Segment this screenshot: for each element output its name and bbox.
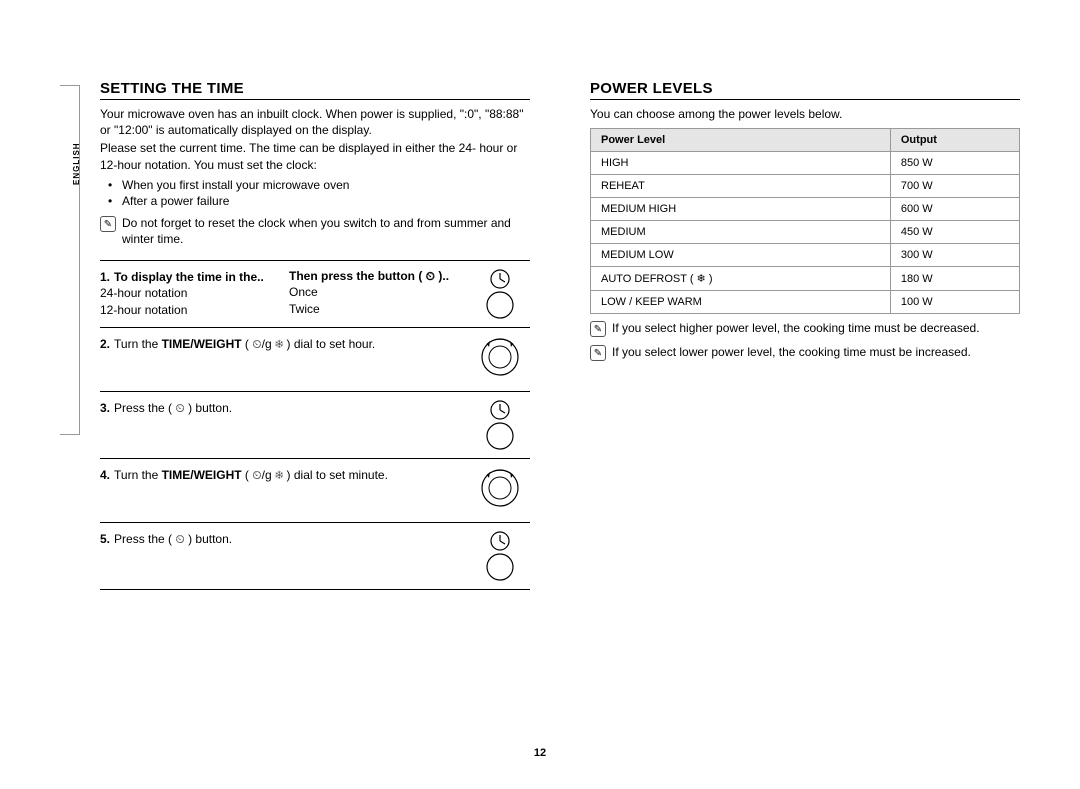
step-1: 1. To display the time in the.. 24-hour n…	[100, 261, 530, 328]
note-lower: If you select lower power level, the coo…	[612, 344, 1020, 360]
step2-bold: TIME/WEIGHT	[162, 337, 242, 351]
page-content: SETTING THE TIME Your microwave oven has…	[0, 0, 1080, 630]
cell-level: MEDIUM LOW	[591, 244, 891, 267]
th-output: Output	[890, 129, 1019, 152]
step-num: 3.	[100, 401, 110, 415]
cell-level: REHEAT	[591, 175, 891, 198]
table-row: LOW / KEEP WARM100 W	[591, 291, 1020, 314]
bullet-item: After a power failure	[122, 193, 530, 209]
step-num: 2.	[100, 337, 110, 351]
page-number: 12	[0, 747, 1080, 759]
note-icon: ✎	[590, 345, 606, 361]
table-row: MEDIUM450 W	[591, 221, 1020, 244]
heading-setting-time: SETTING THE TIME	[100, 80, 530, 100]
note-row: ✎ If you select higher power level, the …	[590, 320, 1020, 338]
cell-level: HIGH	[591, 152, 891, 175]
clock-button-icon	[470, 261, 530, 327]
steps-list: 1. To display the time in the.. 24-hour n…	[100, 260, 530, 590]
step-2: 2. Turn the TIME/WEIGHT ( ⏲/g ❄ ) dial to…	[100, 328, 530, 392]
step-num: 4.	[100, 468, 110, 482]
step-3: 3. Press the ( ⏲ ) button.	[100, 392, 530, 459]
clock-button-icon	[470, 392, 530, 458]
table-row: REHEAT700 W	[591, 175, 1020, 198]
cell-output: 450 W	[890, 221, 1019, 244]
table-row: AUTO DEFROST ( ❄ )180 W	[591, 267, 1020, 291]
table-row: MEDIUM HIGH600 W	[591, 198, 1020, 221]
step1-r2c2: Twice	[289, 301, 466, 318]
step5-text: Press the ( ⏲ ) button.	[114, 532, 232, 546]
step1-r1c1: 24-hour notation	[100, 285, 277, 302]
note-icon: ✎	[100, 216, 116, 232]
right-column: POWER LEVELS You can choose among the po…	[560, 80, 1020, 590]
step-num: 1.	[100, 270, 110, 284]
cell-level: AUTO DEFROST ( ❄ )	[591, 267, 891, 291]
th-power-level: Power Level	[591, 129, 891, 152]
note-icon: ✎	[590, 321, 606, 337]
step1-r1c2: Once	[289, 284, 466, 301]
step1-col2-head: Then press the button ( ⏲ )..	[289, 269, 466, 285]
step4-bold: TIME/WEIGHT	[162, 468, 242, 482]
cell-level: MEDIUM	[591, 221, 891, 244]
bullet-list: When you first install your microwave ov…	[100, 177, 530, 209]
heading-power-levels: POWER LEVELS	[590, 80, 1020, 100]
cell-output: 850 W	[890, 152, 1019, 175]
left-column: SETTING THE TIME Your microwave oven has…	[60, 80, 530, 590]
cell-output: 700 W	[890, 175, 1019, 198]
step-4: 4. Turn the TIME/WEIGHT ( ⏲/g ❄ ) dial to…	[100, 459, 530, 523]
step-5: 5. Press the ( ⏲ ) button.	[100, 523, 530, 590]
clock-button-icon	[470, 523, 530, 589]
cell-level: MEDIUM HIGH	[591, 198, 891, 221]
intro-para-1: Your microwave oven has an inbuilt clock…	[100, 106, 530, 138]
bullet-item: When you first install your microwave ov…	[122, 177, 530, 193]
intro-para-2: Please set the current time. The time ca…	[100, 140, 530, 172]
note-text: Do not forget to reset the clock when yo…	[122, 215, 530, 247]
step-num: 5.	[100, 532, 110, 546]
step4-pre: Turn the	[114, 468, 162, 482]
dial-icon	[470, 328, 530, 386]
cell-output: 180 W	[890, 267, 1019, 291]
step2-pre: Turn the	[114, 337, 162, 351]
cell-output: 100 W	[890, 291, 1019, 314]
cell-output: 300 W	[890, 244, 1019, 267]
dial-icon	[470, 459, 530, 517]
note-row: ✎ If you select lower power level, the c…	[590, 344, 1020, 362]
note-higher: If you select higher power level, the co…	[612, 320, 1020, 336]
cell-level: LOW / KEEP WARM	[591, 291, 891, 314]
step4-post: ( ⏲/g ❄ ) dial to set minute.	[242, 468, 388, 482]
table-row: MEDIUM LOW300 W	[591, 244, 1020, 267]
power-levels-table: Power Level Output HIGH850 W REHEAT700 W…	[590, 128, 1020, 314]
step2-post: ( ⏲/g ❄ ) dial to set hour.	[242, 337, 376, 351]
step1-r2c1: 12-hour notation	[100, 302, 277, 319]
step1-col1-head: To display the time in the..	[114, 270, 264, 284]
power-intro: You can choose among the power levels be…	[590, 106, 1020, 122]
cell-output: 600 W	[890, 198, 1019, 221]
table-row: HIGH850 W	[591, 152, 1020, 175]
step3-text: Press the ( ⏲ ) button.	[114, 401, 232, 415]
note-row: ✎ Do not forget to reset the clock when …	[100, 215, 530, 249]
